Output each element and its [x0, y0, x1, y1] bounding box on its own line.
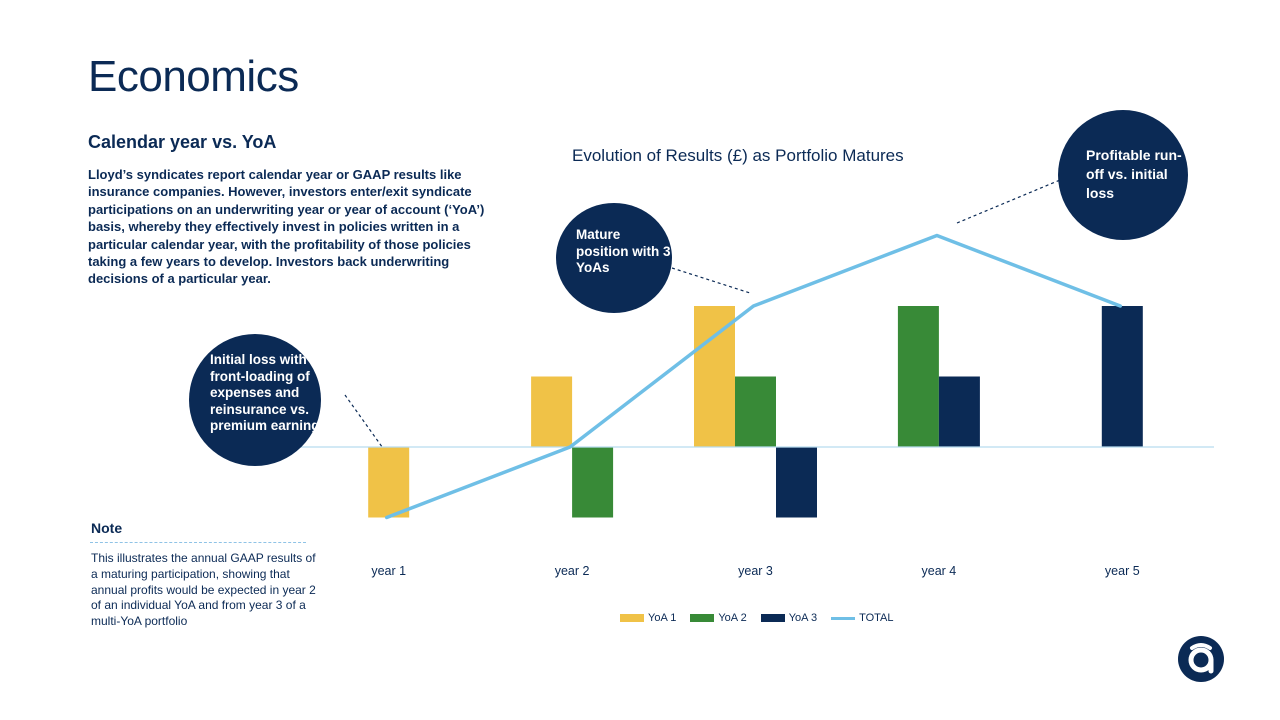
page-title: Economics	[88, 52, 299, 101]
note-divider	[90, 542, 306, 543]
legend-item-yoa2: YoA 2	[690, 612, 747, 624]
section-subtitle: Calendar year vs. YoA	[88, 132, 277, 152]
x-tick-label: year 3	[738, 564, 773, 578]
bar-yoa-1-year-2	[531, 376, 573, 447]
legend-label: YoA 2	[718, 612, 747, 624]
body-paragraph: Lloyd’s syndicates report calendar year …	[88, 167, 485, 287]
callout-connector	[344, 394, 391, 459]
legend-swatch	[690, 614, 715, 622]
legend-label: YoA 3	[788, 612, 818, 624]
callout-connectors	[344, 179, 1061, 459]
bar-yoa-2-year-4	[897, 306, 939, 447]
chart-title: Evolution of Results (£) as Portfolio Ma…	[572, 146, 904, 165]
legend-swatch	[831, 616, 856, 620]
legend-label: TOTAL	[859, 612, 894, 624]
series-line-total	[384, 233, 1123, 520]
note-text: This illustrates the annual GAAP results…	[91, 551, 316, 629]
legend-label: YoA 1	[648, 612, 677, 624]
chart-bars	[368, 306, 1143, 518]
x-tick-label: year 1	[371, 564, 406, 578]
bar-yoa-2-year-3	[735, 376, 776, 447]
callout-connector	[671, 267, 751, 294]
a-logo-icon	[1178, 636, 1224, 682]
x-tick-label: year 2	[555, 564, 590, 578]
x-tick-labels: year 1 year 2 year 3 year 4 year 5	[371, 564, 1139, 578]
legend-swatch	[760, 614, 785, 622]
bar-yoa-3-year-4	[938, 376, 980, 447]
chart-legend: YoA 1 YoA 2 YoA 3 TOTAL	[620, 612, 908, 624]
legend-item-yoa1: YoA 1	[620, 612, 676, 624]
note-title: Note	[91, 520, 123, 536]
bar-yoa-3-year-5	[1101, 306, 1143, 447]
x-tick-label: year 4	[922, 564, 957, 578]
bar-yoa-2-year-2	[572, 447, 614, 518]
bar-yoa-3-year-3	[776, 447, 817, 518]
legend-item-total: TOTAL	[831, 612, 894, 624]
x-tick-label: year 5	[1105, 564, 1140, 578]
chart-lines	[384, 233, 1123, 520]
callout-profitable-runoff: Profitable run-off vs. initial loss	[1058, 110, 1188, 240]
legend-swatch	[620, 614, 644, 622]
bar-yoa-1-year-3	[694, 306, 735, 447]
bar-yoa-1-year-1	[368, 447, 410, 518]
callout-connector	[956, 179, 1061, 224]
callout-mature-position: Mature position with 3 YoAs	[556, 203, 672, 313]
legend-item-yoa3: YoA 3	[760, 612, 818, 624]
callout-initial-loss: Initial loss with front-loading of expen…	[189, 334, 321, 466]
